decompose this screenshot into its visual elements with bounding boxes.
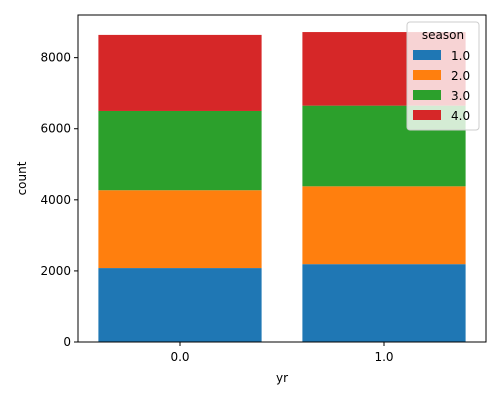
legend-label-1.0: 1.0: [451, 49, 470, 63]
y-tick-label: 8000: [40, 51, 71, 65]
legend-label-4.0: 4.0: [451, 109, 470, 123]
bar-yr1.0-season2.0: [302, 186, 466, 265]
y-tick-label: 6000: [40, 122, 71, 136]
legend-label-3.0: 3.0: [451, 89, 470, 103]
bar-yr0.0-season3.0: [98, 110, 262, 191]
x-axis-label: yr: [276, 371, 288, 385]
legend: season 1.0 2.0 3.0 4.0: [406, 21, 480, 131]
x-tick-label: 1.0: [374, 350, 393, 364]
legend-swatch-2.0: [413, 70, 441, 80]
bar-yr0.0-season4.0: [98, 34, 262, 111]
y-axis-label: count: [15, 161, 29, 195]
plot-frame: [77, 14, 487, 343]
axes-layer: 0 2000 4000 6000 8000 0.0 1.0: [40, 14, 487, 364]
legend-swatch-3.0: [413, 90, 441, 100]
bars-layer: [98, 32, 466, 342]
legend-label-2.0: 2.0: [451, 69, 470, 83]
legend-swatch-4.0: [413, 110, 441, 120]
y-tick-label: 4000: [40, 193, 71, 207]
y-tick-label: 0: [63, 335, 71, 349]
legend-swatch-1.0: [413, 50, 441, 60]
legend-frame: [406, 21, 480, 131]
bar-yr0.0-season2.0: [98, 190, 262, 269]
legend-title: season: [422, 28, 464, 42]
x-tick-label: 0.0: [170, 350, 189, 364]
bar-yr1.0-season1.0: [302, 264, 466, 342]
bar-yr0.0-season1.0: [98, 268, 262, 342]
y-tick-label: 2000: [40, 264, 71, 278]
